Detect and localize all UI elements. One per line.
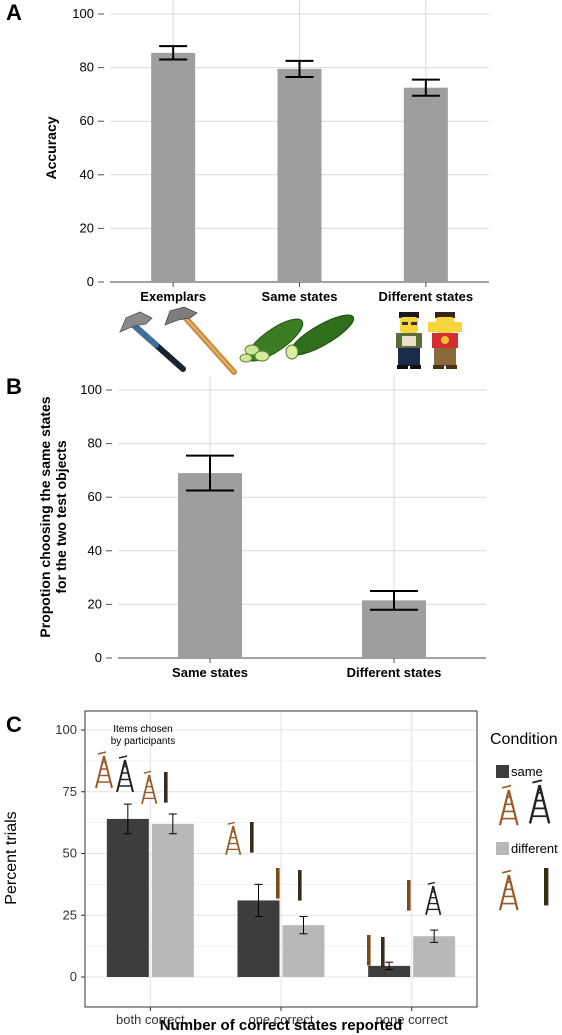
- y-tick-label-20: 20: [80, 220, 94, 235]
- legend-label-same: same: [511, 764, 543, 779]
- legend-label-different: different: [511, 841, 558, 856]
- x-tick-label-none-correct: none correct: [376, 1012, 449, 1027]
- panel-c: C 0 25 50 75 100 both correct one correct none…: [3, 710, 558, 1034]
- panel-c-annotation-line-1: Items chosen: [113, 724, 172, 735]
- panel-a: A Accuracy 0 20 40 60 80 100 Exemplars Same st…: [6, 0, 489, 375]
- panel-b: B Propotion choosing the same states for…: [6, 374, 486, 680]
- panel-c-bars: [106, 818, 456, 977]
- legend-swatch-same: [496, 765, 509, 778]
- panel-b-error-bars: [186, 454, 418, 611]
- bar-none-correct-same: [368, 965, 411, 977]
- x-tick-label-one-correct: one correct: [248, 1012, 313, 1027]
- x-tick-label-different-states: Different states: [379, 289, 474, 304]
- panel-a-x-ticks: Exemplars Same states Different states: [140, 282, 473, 304]
- y-tick-label-0: 0: [70, 969, 77, 984]
- y-tick-label-100: 100: [80, 382, 102, 397]
- y-tick-label-60: 60: [80, 113, 94, 128]
- y-tick-label-60: 60: [88, 489, 102, 504]
- panel-a-bars: [151, 52, 448, 282]
- x-tick-label-different-states: Different states: [347, 665, 442, 680]
- error-bar-none-correct-different: [430, 929, 439, 943]
- error-bar-same-states: [186, 454, 234, 492]
- panel-label-b: B: [6, 374, 22, 399]
- error-bar-same-states: [285, 59, 314, 78]
- error-bar-exemplars: [159, 45, 188, 61]
- bar-both-correct-same: [106, 818, 149, 977]
- y-tick-label-100: 100: [72, 6, 94, 21]
- panel-a-y-ticks: 0 20 40 60 80 100: [72, 6, 104, 289]
- ladder-icon: [95, 751, 551, 968]
- error-bar-both-correct-different: [168, 813, 177, 835]
- bar-both-correct-different: [151, 823, 194, 977]
- legend-swatch-different: [496, 842, 509, 855]
- y-tick-label-40: 40: [88, 543, 102, 558]
- panel-c-gridlines: [86, 712, 476, 1006]
- bar-same-states: [277, 68, 322, 282]
- x-tick-label-same-states: Same states: [172, 665, 248, 680]
- y-tick-label-25: 25: [63, 907, 77, 922]
- legend-title: Condition: [490, 731, 558, 748]
- y-tick-label-75: 75: [63, 784, 77, 799]
- panel-label-c: C: [6, 712, 22, 737]
- error-bar-different-states: [411, 78, 440, 97]
- bar-different-states: [403, 87, 448, 282]
- error-bar-different-states: [370, 590, 418, 611]
- y-tick-label-20: 20: [88, 596, 102, 611]
- x-tick-label-both-correct: both correct: [116, 1012, 185, 1027]
- error-bar-one-correct-same: [254, 883, 263, 917]
- x-tick-label-exemplars: Exemplars: [140, 289, 206, 304]
- panel-c-y-ticks: 0 25 50 75 100: [55, 722, 85, 984]
- cucumber-icon: [239, 314, 355, 363]
- bar-exemplars: [151, 52, 196, 282]
- bar-none-correct-different: [413, 936, 456, 977]
- panel-c-x-ticks: both correct one correct none correct: [116, 1007, 448, 1027]
- panel-a-y-axis-label: Accuracy: [43, 116, 59, 179]
- panel-b-gridlines: [118, 376, 486, 659]
- panel-c-error-bars: [123, 803, 439, 971]
- error-bar-none-correct-same: [385, 961, 394, 971]
- y-tick-label-40: 40: [80, 167, 94, 182]
- y-tick-label-50: 50: [63, 846, 77, 861]
- panel-b-y-ticks: 0 20 40 60 80 100: [80, 382, 112, 665]
- panel-c-annotation-line-2: by participants: [111, 736, 175, 747]
- y-tick-label-100: 100: [55, 722, 77, 737]
- lego-figure-icon: [396, 312, 462, 369]
- error-bar-both-correct-same: [123, 803, 132, 835]
- panel-c-legend: Condition same different: [490, 731, 558, 856]
- y-tick-label-80: 80: [88, 436, 102, 451]
- panel-c-y-axis-label: Percent trials: [3, 811, 20, 904]
- panel-a-error-bars: [159, 45, 440, 97]
- panel-b-y-axis-label-line-2: for the two test objects: [53, 440, 69, 593]
- y-tick-label-0: 0: [87, 274, 94, 289]
- panel-c-x-axis-label: Number of correct states reported: [160, 1017, 403, 1034]
- bar-same-states: [178, 473, 242, 658]
- x-tick-label-same-states: Same states: [262, 289, 338, 304]
- panel-b-bars: [178, 473, 426, 658]
- panel-b-x-ticks: Same states Different states: [172, 658, 441, 680]
- panel-b-y-axis-label-line-1: Propotion choosing the same states: [37, 396, 53, 637]
- y-tick-label-0: 0: [95, 650, 102, 665]
- hammer-icon: [119, 306, 237, 375]
- error-bar-one-correct-different: [299, 915, 308, 935]
- panel-label-a: A: [6, 0, 22, 25]
- y-tick-label-80: 80: [80, 60, 94, 75]
